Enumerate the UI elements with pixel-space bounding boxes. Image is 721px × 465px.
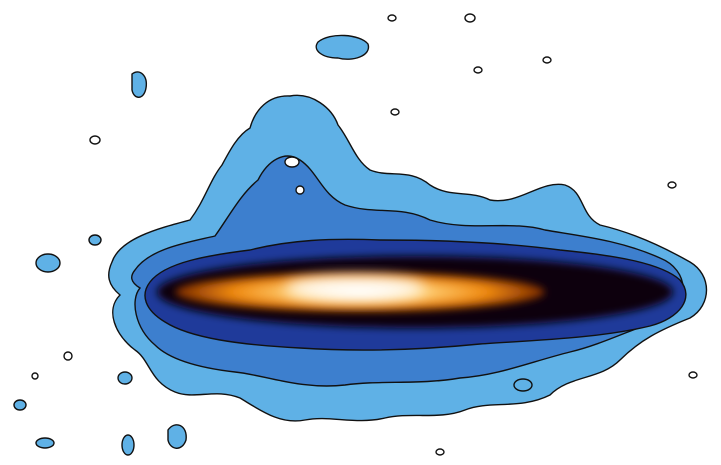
blob xyxy=(118,372,132,384)
blob xyxy=(316,35,368,59)
contour xyxy=(296,186,304,194)
blob xyxy=(36,438,54,448)
blob xyxy=(514,379,532,391)
blob xyxy=(36,254,60,272)
blob xyxy=(132,72,146,97)
blob xyxy=(122,435,134,455)
blob xyxy=(89,235,101,245)
contour xyxy=(285,157,299,167)
galaxy-image xyxy=(0,0,721,465)
blob xyxy=(14,400,26,410)
blob xyxy=(168,425,186,448)
core-center xyxy=(285,276,425,300)
page xyxy=(0,0,721,465)
